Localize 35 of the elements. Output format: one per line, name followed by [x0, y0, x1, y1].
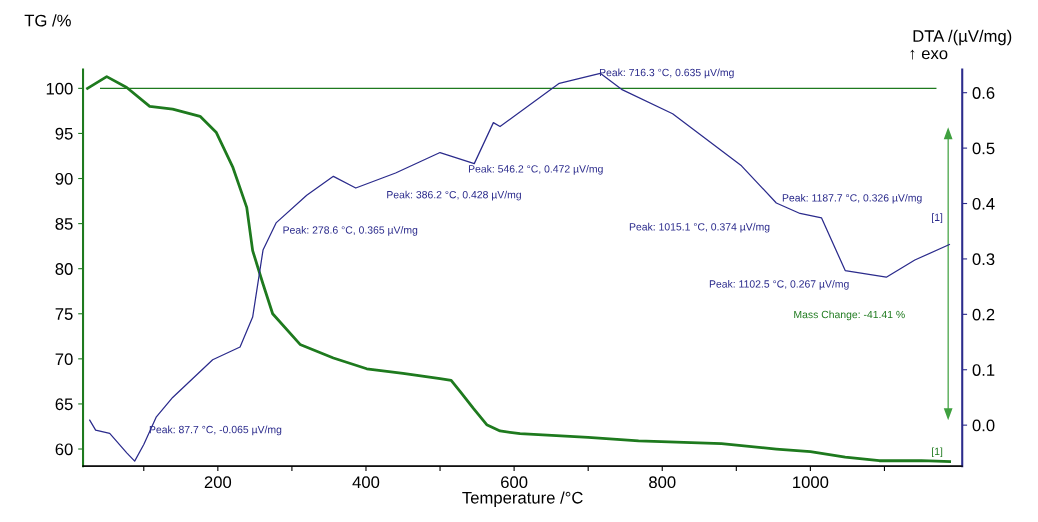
- y-tick-label: 65: [55, 398, 73, 411]
- y-tick-label: 80: [55, 263, 73, 275]
- annotation: Peak: 1102.5 °C, 0.267 µV/mg: [709, 279, 849, 290]
- y2-tick-label: 0.1: [972, 364, 995, 376]
- annotation: [1]: [932, 213, 943, 224]
- y-tick-label: 90: [55, 172, 73, 185]
- y2-tick-label: 0.3: [972, 253, 995, 266]
- x-tick-label: 200: [204, 476, 232, 489]
- y2-axis-title: DTA /(µV/mg): [913, 29, 1012, 46]
- y-tick-label: 60: [55, 443, 73, 456]
- annotation: Peak: 546.2 °C, 0.472 µV/mg: [468, 164, 603, 175]
- x-tick-label: 800: [649, 476, 676, 489]
- x-tick-label: 1000: [793, 476, 829, 489]
- annotation: Peak: 278.6 °C, 0.365 µV/mg: [283, 226, 418, 236]
- y-tick-label: 100: [46, 82, 73, 95]
- annotation: Peak: 386.2 °C, 0.428 µV/mg: [387, 190, 521, 201]
- annotation: Peak: 1015.1 °C, 0.374 µV/mg: [629, 222, 770, 233]
- y2-tick-label: 0.5: [972, 142, 995, 155]
- x-tick-label: 400: [352, 476, 380, 489]
- y-axis-title: TG /%: [24, 14, 71, 27]
- y-tick-label: 95: [55, 127, 73, 140]
- annotation: [1]: [932, 447, 943, 458]
- annotation: Peak: 1187.7 °C, 0.326 µV/mg: [782, 193, 922, 204]
- y2-tick-label: 0.2: [972, 308, 995, 321]
- text: ↑ exo: [910, 49, 948, 60]
- y-tick-label: 85: [55, 218, 73, 230]
- x-tick-label: 600: [501, 476, 528, 489]
- y-tick-label: 70: [55, 353, 73, 366]
- annotation: Peak: 716.3 °C, 0.635 µV/mg: [599, 68, 734, 79]
- y2-tick-label: 0.6: [972, 87, 995, 99]
- annotation: Mass Change: -41.41 %: [794, 310, 905, 321]
- y2-tick-label: 0.4: [972, 197, 995, 210]
- y2-tick-label: 0.0: [972, 419, 995, 432]
- y-tick-label: 75: [55, 308, 73, 320]
- x-axis-title: Temperature /°C: [462, 491, 583, 507]
